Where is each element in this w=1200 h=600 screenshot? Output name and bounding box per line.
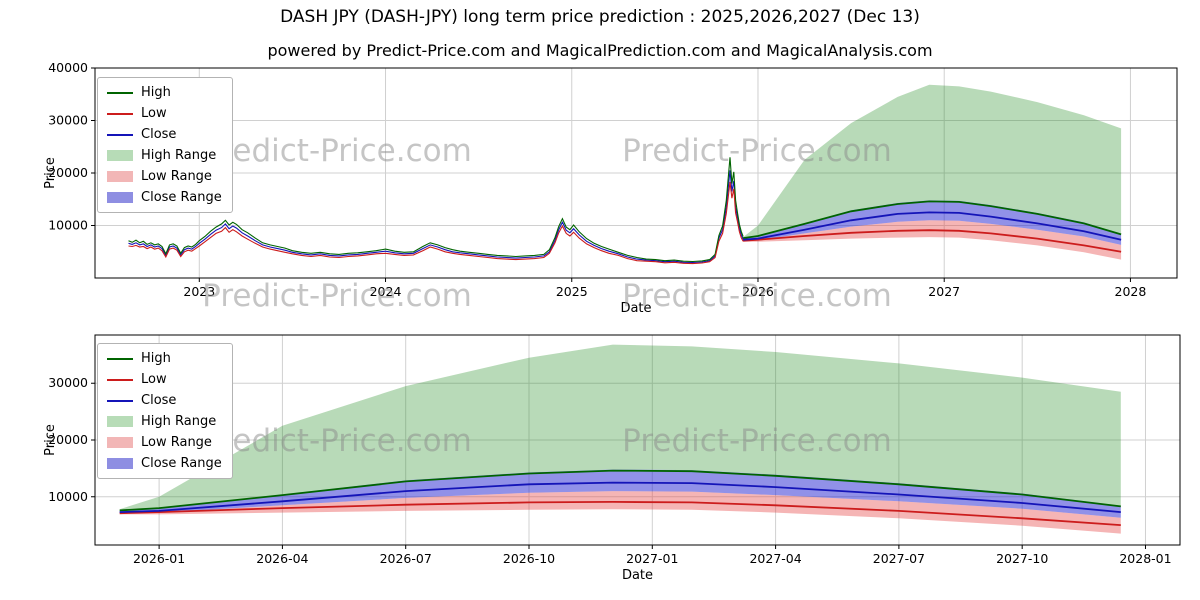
legend-label: Low Range [141,435,212,450]
legend-label: High [141,351,171,366]
x-tick-label: 2026-07 [380,551,432,566]
x-axis-label: Date [622,568,653,583]
x-tick-label: 2025 [556,284,588,299]
high-range-band [743,84,1122,239]
legend-item-low-range: Low Range [107,435,222,450]
legend-item-close: Close [107,393,222,408]
y-tick-label: 10000 [48,218,88,233]
history-and-forecast-chart: 2023 2024 2025 2026 2027 2028 10000 20000 30000 4… [43,60,1178,316]
x-tick-label: 2023 [183,284,215,299]
x-tick-label: 2026-04 [256,551,308,566]
legend-patch-swatch [107,416,133,427]
predicted-low-line [743,229,1122,253]
chart-title: DASH JPY (DASH-JPY) long term price pred… [280,7,920,27]
y-axis-label: Price [43,157,58,189]
x-tick-label: 2027 [928,284,960,299]
x-tick-label: 2027-07 [873,551,925,566]
legend-item-low: Low [107,106,222,121]
legend-item-high: High [107,85,222,100]
x-tick-label: 2024 [370,284,402,299]
legend-line-swatch [107,133,133,136]
legend-patch-swatch [107,192,133,203]
high-range-band [119,344,1121,511]
y-tick-label: 30000 [48,113,88,128]
y-axis-label: Price [43,424,58,456]
x-tick-label: 2027-04 [749,551,801,566]
legend-label: High [141,85,171,100]
legend-line-swatch [107,399,133,402]
historical-high-line [128,157,744,263]
legend-label: Close Range [141,456,222,471]
historical-close-line [128,170,744,264]
predicted-high-line [742,200,1122,239]
predicted-close-line [743,211,1122,241]
legend-label: Close Range [141,190,222,205]
x-tick-label: 2026-01 [133,551,185,566]
legend-item-low: Low [107,372,222,387]
y-tick-label: 10000 [48,489,88,504]
legend-item-low-range: Low Range [107,169,222,184]
legend-item-close-range: Close Range [107,190,222,205]
legend-line-swatch [107,378,133,381]
x-tick-label: 2027-10 [996,551,1048,566]
x-tick-label: 2026-10 [503,551,555,566]
legend-label: Close [141,393,177,408]
chart-subtitle: powered by Predict-Price.com and Magical… [267,41,933,60]
predicted-low-line [119,500,1121,526]
legend-label: High Range [141,414,217,429]
legend-label: Close [141,127,177,142]
legend-patch-swatch [107,458,133,469]
legend-patch-swatch [107,437,133,448]
legend-label: High Range [141,148,217,163]
legend-item-high-range: High Range [107,414,222,429]
legend-item-close: Close [107,127,222,142]
x-tick-label: 2028 [1115,284,1147,299]
legend-top: High Low Close High Range Low Range Close Ran… [97,77,233,213]
legend-item-high: High [107,351,222,366]
x-tick-label: 2027-01 [626,551,678,566]
legend-bottom: High Low Close High Range Low Range Close Ran… [97,343,233,479]
predicted-close-line [119,481,1121,513]
x-tick-label: 2026 [742,284,774,299]
legend-item-high-range: High Range [107,148,222,163]
legend-line-swatch [107,357,133,360]
legend-patch-swatch [107,150,133,161]
legend-patch-swatch [107,171,133,182]
legend-label: Low [141,106,167,121]
y-tick-label: 20000 [48,432,88,447]
y-tick-label: 40000 [48,60,88,75]
low-range-band [119,491,1121,534]
legend-line-swatch [107,91,133,94]
legend-item-close-range: Close Range [107,456,222,471]
legend-label: Low Range [141,169,212,184]
forecast-detail-chart: 2026-01 2026-04 2026-07 2026-10 2027-01 2027-… [43,334,1181,583]
legend-line-swatch [107,112,133,115]
legend-label: Low [141,372,167,387]
historical-low-line [128,181,744,265]
predicted-high-line [119,469,1121,512]
low-range-band [743,220,1122,260]
x-axis-label: Date [620,301,651,316]
y-tick-label: 30000 [48,375,88,390]
x-tick-label: 2028-01 [1119,551,1171,566]
y-tick-label: 20000 [48,165,88,180]
